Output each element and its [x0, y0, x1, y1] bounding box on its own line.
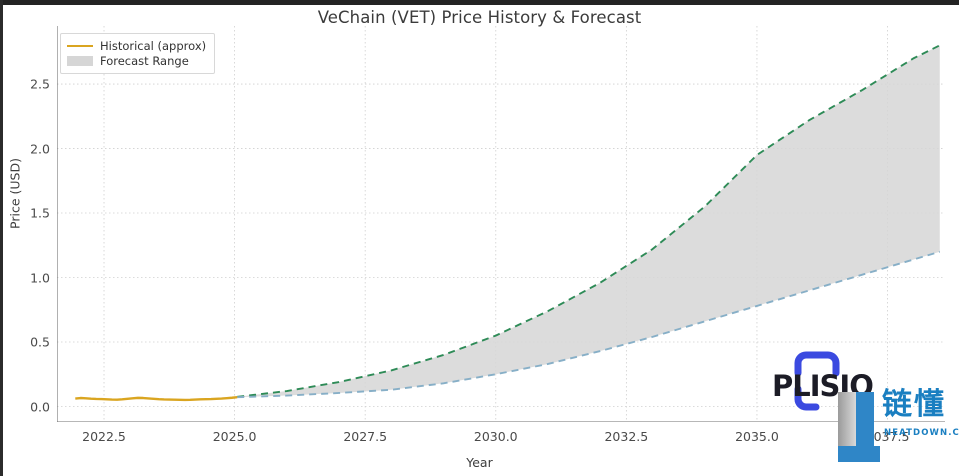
legend-item-forecast-range: Forecast Range [67, 53, 206, 68]
plot-svg [57, 26, 945, 422]
chart-title: VeChain (VET) Price History & Forecast [317, 8, 642, 27]
y-axis-ticks: 0.0 0.5 1.0 1.5 2.0 2.5 [0, 26, 50, 422]
legend-item-historical: Historical (approx) [67, 38, 206, 53]
neatdown-url-text: NEATDOWN.COM [884, 428, 959, 438]
x-tick-label: 2030.0 [473, 429, 518, 444]
x-tick-label: 2035.0 [735, 429, 779, 444]
legend-label-historical: Historical (approx) [100, 38, 207, 53]
y-tick-label: 1.0 [30, 270, 50, 286]
series-lines [75, 44, 941, 402]
watermark-neatdown: 链懂 NEATDOWN.COM [836, 387, 959, 468]
window-left-bar [0, 0, 3, 476]
x-axis-label: Year [466, 455, 493, 470]
y-tick-label: 0.5 [30, 334, 50, 350]
y-tick-label: 2.5 [30, 76, 50, 92]
x-tick-label: 2032.5 [604, 429, 649, 444]
plot-area [57, 26, 945, 422]
gridlines [57, 26, 945, 422]
x-tick-label: 2022.5 [82, 429, 126, 444]
chart-legend: Historical (approx) Forecast Range [60, 33, 216, 74]
x-tick-label: 2037.5 [865, 429, 910, 444]
neatdown-l-icon [838, 392, 880, 462]
legend-label-forecast-range: Forecast Range [100, 53, 189, 68]
plisio-bracket-icon [794, 351, 840, 411]
neatdown-cn-text: 链懂 [882, 387, 946, 422]
x-axis-ticks: 2022.5 2025.0 2027.5 2030.0 2032.5 2035.0 2037… [0, 429, 959, 449]
y-tick-label: 0.0 [30, 399, 50, 415]
y-tick-label: 1.5 [30, 205, 50, 221]
x-tick-label: 2025.0 [212, 429, 257, 444]
forecast-range-band [237, 45, 940, 398]
legend-line-swatch-icon [67, 44, 93, 47]
legend-patch-swatch-icon [67, 55, 93, 66]
window-top-bar [0, 0, 959, 5]
x-tick-label: 2027.5 [343, 429, 388, 444]
y-tick-label: 2.0 [30, 141, 50, 157]
